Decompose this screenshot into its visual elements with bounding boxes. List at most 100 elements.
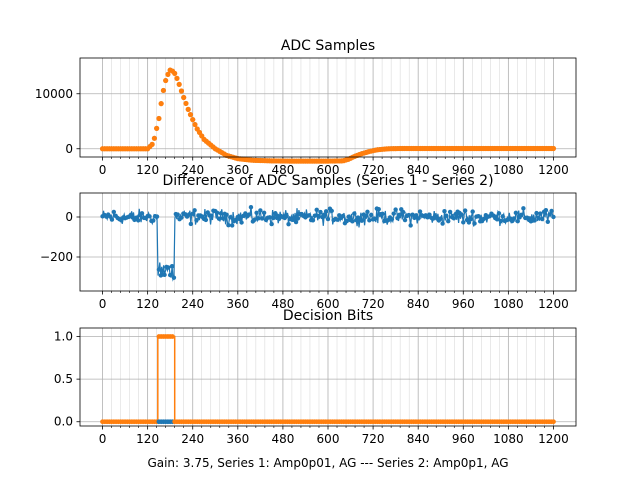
diff-series-point xyxy=(260,216,265,221)
difference-axes: 0 120 240 360 480 600 720 840 960 1080 1200 −200 0 Di… xyxy=(40,173,577,311)
diff-series-point xyxy=(203,217,209,223)
figure-caption: Gain: 3.75, Series 1: Amp0p01, AG --- Se… xyxy=(147,456,508,470)
diff-y-tick-label: 0 xyxy=(65,210,73,224)
adc-x-tick-label: 1080 xyxy=(493,163,524,177)
adc-series2-point xyxy=(550,145,557,152)
diff-x-tick-label: 240 xyxy=(181,297,204,311)
adc-series2-point xyxy=(176,81,182,87)
adc-x-tick-label: 480 xyxy=(271,163,294,177)
diff-series-point xyxy=(147,214,152,219)
diff-series-point xyxy=(376,206,381,212)
diff-series-point xyxy=(344,218,349,224)
adc-x-tick-label: 720 xyxy=(362,163,385,177)
adc-x-tick-label: 120 xyxy=(136,163,159,177)
diff-series-point xyxy=(216,216,222,221)
diff-series-point xyxy=(532,218,537,223)
diff-x-tick-label: 360 xyxy=(226,297,249,311)
diff-series-point xyxy=(459,212,464,217)
bits-x-tick-label: 480 xyxy=(271,432,294,446)
diff-series-point xyxy=(154,214,160,219)
diff-series-point xyxy=(380,211,385,217)
diff-series-point xyxy=(314,207,319,212)
diff-series-point xyxy=(543,207,549,213)
diff-series-point xyxy=(511,216,517,221)
diff-series-point xyxy=(402,217,408,223)
adc-series2-point xyxy=(178,88,185,94)
diff-series-point xyxy=(252,217,257,222)
adc-x-tick-label: 840 xyxy=(407,163,430,177)
diff-series-point xyxy=(192,208,197,213)
decision-bits-axes: 0 120 240 360 480 600 720 840 960 1080 1200 0.0 0.5 1… xyxy=(54,308,577,446)
diff-series-point xyxy=(472,221,477,226)
diff-series-point xyxy=(156,267,162,272)
diff-series-point xyxy=(415,216,421,221)
adc-series2-point xyxy=(181,94,187,101)
diff-series-point xyxy=(166,265,171,270)
diff-series-point xyxy=(111,209,117,215)
adc-x-tick-label: 600 xyxy=(317,163,340,177)
bits-x-tick-label: 120 xyxy=(136,432,159,446)
diff-series-point xyxy=(549,208,554,214)
diff-series-point xyxy=(256,216,261,221)
diff-series-point xyxy=(271,215,276,221)
diff-series-point xyxy=(367,218,372,223)
diff-title: Difference of ADC Samples (Series 1 - Se… xyxy=(162,173,493,189)
bits-x-tick-label: 1200 xyxy=(538,432,569,446)
diff-series-point xyxy=(538,211,543,216)
diff-series-point xyxy=(406,212,411,218)
diff-series-point xyxy=(186,212,192,217)
diff-series-point xyxy=(466,220,472,225)
adc-x-tick-label: 240 xyxy=(181,163,204,177)
diff-series-point xyxy=(350,219,355,224)
diff-series-point xyxy=(248,204,254,210)
adc-series2-point xyxy=(154,125,160,131)
diff-series-point xyxy=(417,209,423,214)
diff-series-point xyxy=(440,221,445,226)
diff-series-point xyxy=(322,212,327,217)
diff-series-point xyxy=(352,211,357,216)
adc-title: ADC Samples xyxy=(281,38,375,54)
bits-x-tick-label: 360 xyxy=(226,432,249,446)
diff-series-point xyxy=(391,211,396,216)
diff-series-point xyxy=(438,216,443,221)
diff-series-point xyxy=(316,213,321,219)
diff-series-point xyxy=(481,216,487,222)
diff-series-point xyxy=(169,263,175,269)
diff-series-point xyxy=(269,221,274,227)
bits-y-tick-label: 0.0 xyxy=(54,415,73,429)
diff-x-tick-label: 600 xyxy=(317,297,340,311)
diff-series-point xyxy=(325,216,331,222)
diff-series-point xyxy=(310,218,316,223)
adc-series2-point xyxy=(158,101,164,107)
adc-y-tick-label: 10000 xyxy=(35,87,73,101)
adc-series2-point xyxy=(187,112,194,118)
diff-series-point xyxy=(224,212,229,217)
adc-series2-point xyxy=(185,106,191,112)
bits-x-tick-label: 960 xyxy=(452,432,475,446)
diff-series-point xyxy=(254,210,259,216)
diff-y-tick-label: −200 xyxy=(40,250,73,264)
adc-series2-point xyxy=(165,71,171,77)
bits-title: Decision Bits xyxy=(283,308,373,324)
bits-x-tick-label: 720 xyxy=(362,432,385,446)
diff-series-point xyxy=(513,210,519,216)
diff-series-point xyxy=(194,217,199,223)
bits-axes-frame xyxy=(79,327,577,427)
diff-series-point xyxy=(284,213,289,219)
diff-series-point xyxy=(496,211,502,216)
diff-series-point xyxy=(447,209,453,215)
diff-series-point xyxy=(442,209,447,214)
diff-x-tick-label: 1080 xyxy=(493,297,524,311)
diff-x-tick-label: 960 xyxy=(452,297,475,311)
diff-series-point xyxy=(372,216,378,222)
diff-series-point xyxy=(547,212,552,217)
diff-series-point xyxy=(175,212,180,217)
diff-series-point xyxy=(462,208,468,213)
diff-x-tick-label: 120 xyxy=(136,297,159,311)
diff-series-point xyxy=(468,216,473,222)
diff-series-point xyxy=(318,209,323,215)
diff-series-point xyxy=(293,219,299,225)
adc-series2-point xyxy=(160,87,167,94)
diff-series-point xyxy=(226,223,231,228)
